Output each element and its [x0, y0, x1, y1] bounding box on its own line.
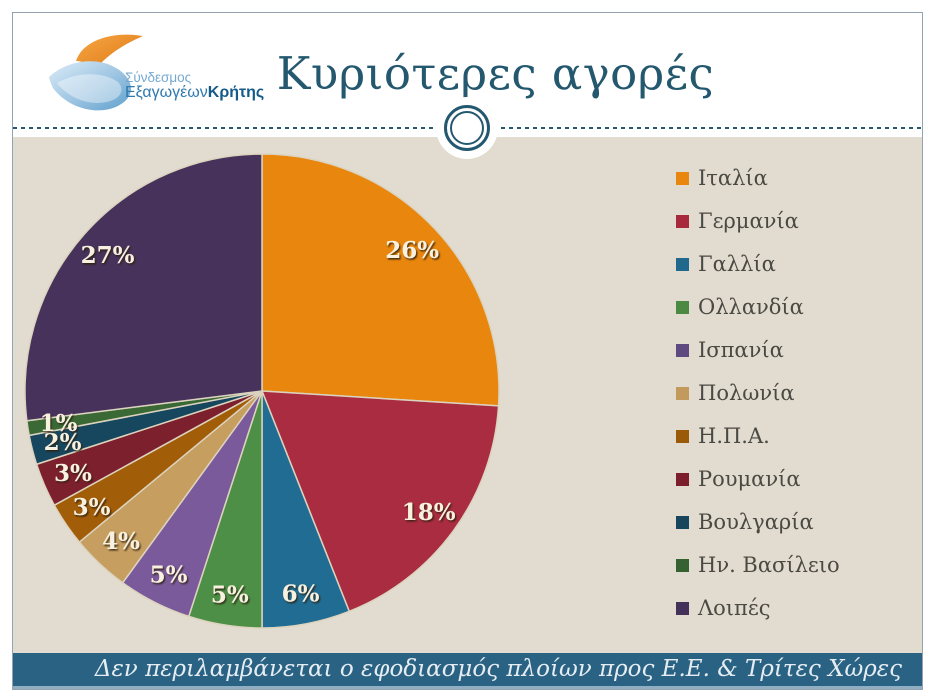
logo-line2b: Κρήτης — [207, 84, 265, 102]
pie-slice-11 — [24, 153, 263, 422]
logo: Σύνδεσμος ΕξαγωγέωνΚρήτης — [43, 31, 264, 131]
footer-note: Δεν περιλαμβάνεται ο εφοδιασμός πλοίων π… — [94, 656, 902, 682]
pie-slice-label-9: 2% — [44, 429, 82, 456]
legend-item-label: Ην. Βασίλειο — [698, 553, 840, 577]
legend-item-6: Πολωνία — [676, 381, 840, 405]
pie-slice-1 — [261, 153, 500, 407]
legend-item-label: Ολλανδία — [698, 295, 804, 319]
legend-item-label: Ισπανία — [698, 338, 784, 362]
pie-slice-label-2: 18% — [402, 499, 456, 526]
legend-item-3: Γαλλία — [676, 252, 840, 276]
legend-swatch-icon — [676, 472, 689, 486]
legend-item-8: Ρουμανία — [676, 467, 840, 491]
legend-item-4: Ολλανδία — [676, 295, 840, 319]
pie-chart: 26% 18% 6% 5% 5% 4% 3% 3% 2%1% 27% — [24, 153, 500, 629]
pie-slice-label-4: 5% — [211, 582, 249, 609]
legend-item-2: Γερμανία — [676, 209, 840, 233]
pie-slice-label-10: 1% — [40, 410, 78, 437]
chart-panel: 26% 18% 6% 5% 5% 4% 3% 3% 2% 1% 27% Ιταλία Γερμανία… — [13, 137, 922, 653]
legend-swatch-icon — [676, 171, 689, 185]
separator-circle-ornament — [444, 105, 490, 151]
legend-item-label: Βουλγαρία — [698, 510, 814, 534]
legend-item-11: Λοιπές — [676, 596, 840, 620]
legend-item-label: Γαλλία — [698, 252, 776, 276]
legend-item-label: Η.Π.Α. — [698, 424, 770, 448]
logo-text: Σύνδεσμος ΕξαγωγέωνΚρήτης — [125, 70, 265, 102]
logo-line2: ΕξαγωγέωνΚρήτης — [125, 84, 265, 102]
legend-item-label: Πολωνία — [698, 381, 795, 405]
legend-swatch-icon — [676, 300, 689, 314]
legend-swatch-icon — [676, 257, 689, 271]
legend-swatch-icon — [676, 429, 689, 443]
legend-item-7: Η.Π.Α. — [676, 424, 840, 448]
legend-item-9: Βουλγαρία — [676, 510, 840, 534]
header: Σύνδεσμος ΕξαγωγέωνΚρήτης Κυριότερες αγο… — [13, 13, 922, 137]
logo-line1: Σύνδεσμος — [125, 70, 192, 85]
legend-swatch-icon — [676, 601, 689, 615]
pie-slice-label-6: 4% — [102, 528, 140, 555]
logo-line2a: Εξαγωγέων — [125, 84, 208, 102]
legend-swatch-icon — [676, 343, 689, 357]
legend-item-1: Ιταλία — [676, 166, 840, 190]
legend-item-5: Ισπανία — [676, 338, 840, 362]
legend-item-label: Λοιπές — [698, 596, 771, 620]
pie-slice-label-7: 3% — [73, 494, 111, 521]
legend: Ιταλία Γερμανία Γαλλία Ολλανδία Ισπανία Πολων… — [676, 166, 840, 620]
legend-swatch-icon — [676, 515, 689, 529]
page-title: Κυριότερες αγορές — [276, 47, 715, 100]
pie-slice-label-3: 6% — [282, 580, 320, 607]
legend-item-label: Ρουμανία — [698, 467, 801, 491]
pie-slice-2 — [261, 390, 500, 613]
legend-swatch-icon — [676, 558, 689, 572]
legend-item-label: Γερμανία — [698, 209, 799, 233]
legend-swatch-icon — [676, 214, 689, 228]
legend-item-label: Ιταλία — [698, 166, 768, 190]
slide-frame: Σύνδεσμος ΕξαγωγέωνΚρήτης Κυριότερες αγο… — [12, 12, 923, 690]
pie-slice-label-8: 3% — [54, 460, 92, 487]
footer-bar: Δεν περιλαμβάνεται ο εφοδιασμός πλοίων π… — [13, 653, 922, 689]
legend-swatch-icon — [676, 386, 689, 400]
pie-slice-label-1: 26% — [385, 237, 439, 264]
pie-slice-label-5: 5% — [150, 562, 188, 589]
legend-item-10: Ην. Βασίλειο — [676, 553, 840, 577]
logo-bird-icon — [49, 34, 143, 111]
pie-slice-label-11: 27% — [81, 242, 135, 269]
